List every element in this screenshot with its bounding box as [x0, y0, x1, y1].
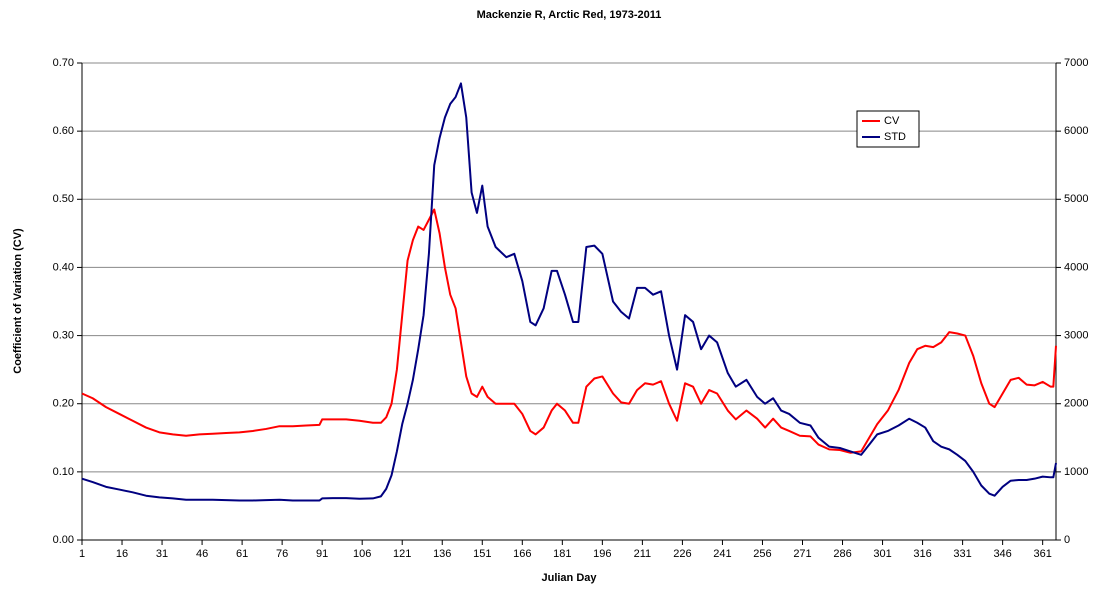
- x-tick-label: 196: [593, 548, 611, 560]
- x-tick-label: 46: [196, 548, 208, 560]
- y2-tick-label: 1000: [1064, 466, 1088, 478]
- chart-title: Mackenzie R, Arctic Red, 1973-2011: [477, 9, 662, 21]
- x-tick-label: 241: [713, 548, 731, 560]
- x-tick-label: 271: [793, 548, 811, 560]
- x-tick-label: 16: [116, 548, 128, 560]
- x-tick-label: 151: [473, 548, 491, 560]
- y-tick-label: 0.10: [53, 466, 74, 478]
- y-tick-label: 0.20: [53, 398, 74, 410]
- legend-box: [856, 110, 920, 148]
- x-tick-label: 31: [156, 548, 168, 560]
- x-tick-label: 361: [1033, 548, 1051, 560]
- y-tick-label: 0.30: [53, 329, 74, 341]
- y2-tick-label: 4000: [1064, 261, 1088, 273]
- series-line: [81, 82, 1057, 502]
- y2-tick-label: 7000: [1064, 57, 1088, 69]
- x-tick-label: 211: [634, 548, 652, 560]
- x-tick-label: 301: [873, 548, 891, 560]
- x-tick-label: 106: [353, 548, 371, 560]
- x-tick-label: 121: [393, 548, 411, 560]
- y-tick-label: 0.40: [53, 261, 74, 273]
- x-tick-label: 91: [316, 548, 328, 560]
- legend-label: CV: [884, 115, 900, 127]
- x-tick-label: 76: [276, 548, 288, 560]
- x-tick-label: 256: [753, 548, 771, 560]
- y2-tick-label: 5000: [1064, 193, 1088, 205]
- y-axis-title: Coefficient of Variation (CV): [12, 228, 24, 374]
- x-tick-label: 346: [993, 548, 1011, 560]
- x-tick-label: 1: [79, 548, 85, 560]
- x-tick-label: 166: [513, 548, 531, 560]
- y-tick-label: 0.50: [53, 193, 74, 205]
- y2-tick-label: 0: [1064, 534, 1070, 546]
- x-tick-label: 316: [913, 548, 931, 560]
- x-tick-label: 136: [433, 548, 451, 560]
- y2-tick-label: 2000: [1064, 398, 1088, 410]
- x-tick-label: 226: [673, 548, 691, 560]
- x-tick-label: 181: [553, 548, 571, 560]
- x-tick-label: 331: [953, 548, 971, 560]
- y2-tick-label: 3000: [1064, 329, 1088, 341]
- y-tick-label: 0.60: [53, 125, 74, 137]
- series-line: [81, 208, 1057, 454]
- legend-label: STD: [884, 131, 906, 143]
- y-tick-label: 0.00: [53, 534, 74, 546]
- x-tick-label: 286: [833, 548, 851, 560]
- x-tick-label: 61: [236, 548, 248, 560]
- y2-tick-label: 6000: [1064, 125, 1088, 137]
- y-tick-label: 0.70: [53, 57, 74, 69]
- x-axis-title: Julian Day: [541, 572, 597, 584]
